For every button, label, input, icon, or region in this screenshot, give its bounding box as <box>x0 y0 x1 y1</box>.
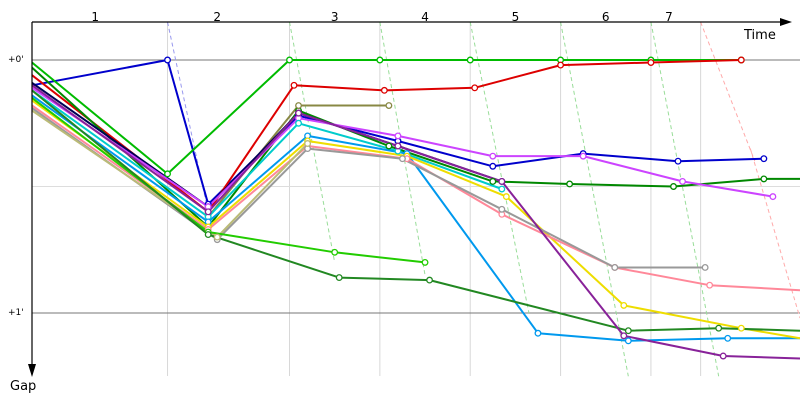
data-point <box>557 61 565 69</box>
series-line <box>31 59 742 175</box>
data-point <box>620 332 628 340</box>
series-layer <box>31 56 800 360</box>
data-point <box>674 157 682 165</box>
data-point <box>286 56 293 64</box>
data-point <box>295 119 302 127</box>
lap-label: 1 <box>91 10 99 24</box>
data-point <box>394 142 402 150</box>
lap-label: 5 <box>512 10 520 24</box>
data-point <box>760 175 768 183</box>
series-line <box>31 89 800 332</box>
retirement-line <box>749 148 800 319</box>
data-point <box>679 177 686 185</box>
x-axis-title: Time <box>743 28 776 43</box>
data-point <box>164 56 171 64</box>
data-point <box>335 274 343 282</box>
data-point <box>304 140 312 147</box>
data-point <box>624 337 632 345</box>
data-point <box>376 56 384 64</box>
data-point <box>620 301 628 309</box>
series-line <box>31 94 800 342</box>
data-point <box>385 102 393 109</box>
series-line <box>31 104 800 292</box>
y-tick-label: +1' <box>8 308 24 318</box>
series-line <box>31 97 426 264</box>
y-tick-label: +0' <box>8 55 24 65</box>
data-point <box>706 281 714 289</box>
data-point <box>295 109 302 117</box>
lap-label: 3 <box>331 10 339 24</box>
retirement-line <box>469 21 530 314</box>
lap-label: 4 <box>421 10 429 24</box>
y-axis-arrow <box>28 364 36 377</box>
data-point <box>670 183 677 190</box>
retirement-line <box>700 21 756 162</box>
data-point <box>534 329 542 337</box>
data-point <box>760 155 768 163</box>
data-point <box>647 59 655 66</box>
data-point <box>471 84 479 92</box>
data-point <box>489 152 497 160</box>
data-point <box>611 264 619 271</box>
data-point <box>164 170 171 178</box>
data-point <box>380 86 388 94</box>
series-line <box>31 89 503 218</box>
data-point <box>394 132 402 140</box>
data-point <box>624 327 632 335</box>
data-point <box>579 152 587 160</box>
data-point <box>398 155 406 163</box>
lap-label: 6 <box>602 10 610 24</box>
data-point <box>715 324 723 332</box>
data-point <box>498 185 506 193</box>
data-point <box>489 177 497 185</box>
data-point <box>466 56 474 64</box>
series-line <box>31 107 706 269</box>
retirement-line <box>560 21 629 377</box>
data-point <box>502 193 510 201</box>
data-point <box>566 180 574 188</box>
y-axis-title: Gap <box>10 379 36 394</box>
lap-label: 7 <box>665 10 673 24</box>
series-line <box>31 66 800 228</box>
retirement-line <box>650 21 720 377</box>
data-point <box>489 162 497 170</box>
axis-layer: Time Gap 1 2 3 4 5 6 7 +0' +1' <box>8 10 792 394</box>
series-line <box>31 84 800 360</box>
data-point <box>204 231 212 239</box>
series-line <box>31 59 742 213</box>
data-point <box>769 193 777 201</box>
data-point <box>737 324 745 332</box>
data-point <box>295 102 302 109</box>
series-line <box>31 99 800 340</box>
data-point <box>426 276 434 284</box>
data-point <box>498 205 506 213</box>
lap-label: 2 <box>213 10 221 24</box>
data-point <box>719 352 727 360</box>
data-point <box>385 142 393 150</box>
series-line <box>31 86 774 208</box>
data-point <box>331 248 339 256</box>
data-point <box>213 233 221 241</box>
data-point <box>724 334 732 342</box>
data-point <box>737 56 745 64</box>
data-point <box>701 264 709 271</box>
data-point <box>290 81 298 89</box>
data-point <box>498 177 506 185</box>
x-axis-arrow <box>780 18 792 26</box>
data-point <box>204 208 212 216</box>
grid-layer <box>32 22 800 376</box>
data-point <box>421 258 429 266</box>
